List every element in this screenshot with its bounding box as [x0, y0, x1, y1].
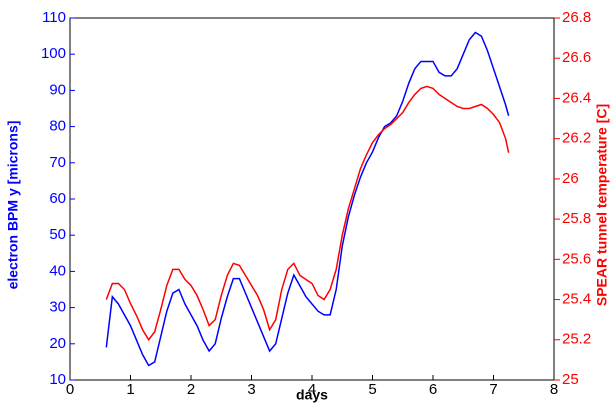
- y-tick-label: 60: [49, 190, 66, 207]
- y2-tick-label: 26: [562, 170, 579, 187]
- data-line: [105, 85, 510, 342]
- y2-tick-label: 26.2: [562, 130, 591, 147]
- y-tick-label: 100: [41, 45, 66, 62]
- y2-tick-label: 26.6: [562, 49, 591, 66]
- x-tick-label: 6: [429, 381, 437, 398]
- y-tick-label: 110: [42, 9, 66, 26]
- y2-axis-label: SPEAR tunnel temperature [C]: [594, 104, 610, 306]
- x-tick-label: 5: [368, 381, 376, 398]
- y2-tick-label: 25.8: [562, 210, 591, 227]
- x-axis-label: days: [296, 387, 328, 403]
- y-tick-label: 90: [49, 81, 66, 98]
- y-tick-label: 20: [49, 335, 66, 352]
- data-line: [105, 31, 510, 367]
- plot-frame: [69, 17, 555, 381]
- x-tick-label: 3: [247, 381, 255, 398]
- y-tick-label: 50: [49, 226, 66, 243]
- y-tick-label: 80: [49, 118, 66, 135]
- x-tick-label: 1: [126, 381, 134, 398]
- y-tick-label: 10: [49, 371, 66, 388]
- y-axis-label: electron BPM y [microns]: [5, 121, 21, 290]
- x-tick-label: 7: [489, 381, 497, 398]
- x-tick-label: 8: [550, 381, 558, 398]
- y-tick-label: 30: [49, 299, 66, 316]
- x-tick-label: 0: [66, 381, 74, 398]
- x-tick-label: 2: [187, 381, 195, 398]
- y2-tick-label: 25.6: [562, 250, 591, 267]
- y-tick-label: 40: [49, 262, 66, 279]
- y-tick-label: 70: [49, 154, 66, 171]
- y2-tick-label: 25: [562, 371, 579, 388]
- y2-tick-label: 25.4: [562, 291, 591, 308]
- y2-tick-label: 26.4: [562, 89, 591, 106]
- y2-tick-label: 26.8: [562, 9, 591, 26]
- x-tick-label: 4: [308, 381, 316, 398]
- y2-tick-label: 25.2: [562, 331, 591, 348]
